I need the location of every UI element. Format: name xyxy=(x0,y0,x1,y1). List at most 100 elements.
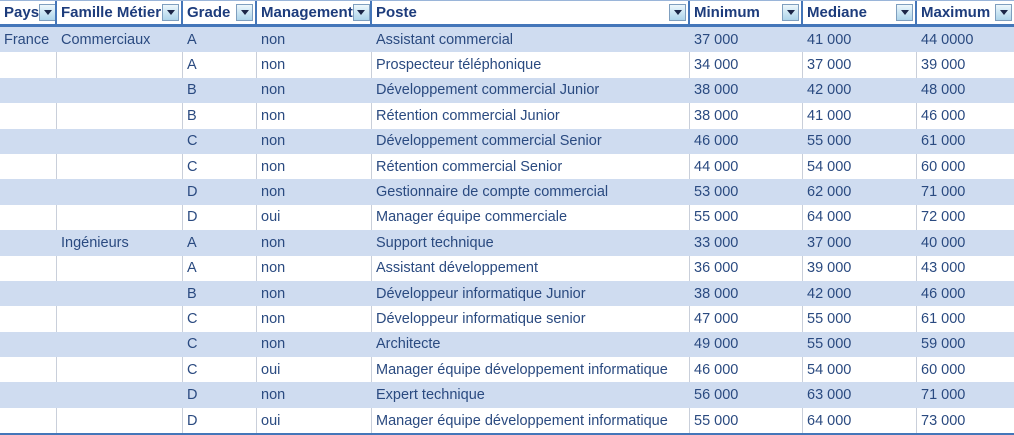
cell-management[interactable]: non xyxy=(261,387,286,404)
cell-pays[interactable] xyxy=(0,332,57,357)
cell-management[interactable]: oui xyxy=(257,357,372,383)
cell-maximum[interactable]: 46 000 xyxy=(921,285,966,302)
cell-management[interactable]: non xyxy=(257,255,372,281)
cell-minimum[interactable]: 55 000 xyxy=(690,204,803,231)
filter-button-grade[interactable] xyxy=(236,4,253,21)
cell-maximum[interactable]: 71 000 xyxy=(921,184,966,201)
cell-famille-metier[interactable] xyxy=(57,129,183,154)
cell-minimum[interactable]: 53 000 xyxy=(694,184,739,201)
cell-mediane[interactable]: 54 000 xyxy=(803,153,917,180)
cell-famille-metier[interactable]: Ingénieurs xyxy=(61,234,129,251)
cell-management[interactable]: non xyxy=(257,306,372,332)
column-header-pays[interactable]: Pays xyxy=(0,1,57,24)
cell-maximum[interactable]: 61 000 xyxy=(921,133,966,150)
cell-minimum[interactable]: 37 000 xyxy=(694,31,739,48)
cell-management[interactable]: oui xyxy=(257,204,372,231)
column-header-grade[interactable]: Grade xyxy=(183,1,257,24)
cell-management[interactable]: non xyxy=(261,82,286,99)
cell-grade[interactable]: B xyxy=(187,82,197,99)
cell-grade[interactable]: D xyxy=(187,387,198,404)
cell-management[interactable]: non xyxy=(261,31,286,48)
cell-grade[interactable]: C xyxy=(187,133,198,150)
cell-famille-metier[interactable] xyxy=(57,179,183,204)
cell-maximum[interactable]: 46 000 xyxy=(921,107,966,124)
cell-mediane[interactable]: 39 000 xyxy=(803,255,917,281)
cell-minimum[interactable]: 36 000 xyxy=(690,255,803,281)
cell-famille-metier[interactable] xyxy=(57,255,183,281)
cell-mediane[interactable]: 37 000 xyxy=(803,52,917,78)
cell-poste[interactable]: Manager équipe développement informatiqu… xyxy=(372,357,690,383)
cell-management[interactable]: non xyxy=(261,234,286,251)
cell-mediane[interactable]: 55 000 xyxy=(807,133,852,150)
cell-management[interactable]: non xyxy=(257,52,372,78)
cell-minimum[interactable]: 46 000 xyxy=(690,357,803,383)
filter-button-famille-metier[interactable] xyxy=(162,4,179,21)
cell-maximum[interactable]: 71 000 xyxy=(921,387,966,404)
cell-famille-metier[interactable] xyxy=(57,52,183,78)
cell-pays[interactable] xyxy=(0,407,57,434)
cell-famille-metier[interactable] xyxy=(57,357,183,383)
cell-pays[interactable] xyxy=(0,382,57,407)
cell-management[interactable]: non xyxy=(261,336,286,353)
cell-grade[interactable]: C xyxy=(183,153,257,180)
cell-grade[interactable]: C xyxy=(183,357,257,383)
cell-maximum[interactable]: 60 000 xyxy=(921,158,966,175)
cell-grade[interactable]: C xyxy=(183,306,257,332)
cell-famille-metier[interactable] xyxy=(57,332,183,357)
cell-grade[interactable]: A xyxy=(187,31,197,48)
cell-minimum[interactable]: 38 000 xyxy=(690,103,803,129)
cell-poste[interactable]: Assistant développement xyxy=(372,255,690,281)
cell-pays[interactable] xyxy=(0,281,57,306)
cell-minimum[interactable]: 46 000 xyxy=(694,133,739,150)
cell-pays[interactable] xyxy=(0,306,57,332)
cell-pays[interactable] xyxy=(0,204,57,231)
cell-mediane[interactable]: 41 000 xyxy=(803,103,917,129)
cell-mediane[interactable]: 55 000 xyxy=(803,306,917,332)
column-header-minimum[interactable]: Minimum xyxy=(690,1,803,24)
cell-poste[interactable]: Développement commercial Junior xyxy=(376,82,600,99)
cell-management[interactable]: oui xyxy=(257,407,372,434)
cell-mediane[interactable]: 42 000 xyxy=(807,285,852,302)
cell-mediane[interactable]: 54 000 xyxy=(803,357,917,383)
column-header-famille-metier[interactable]: Famille Métier xyxy=(57,1,183,24)
cell-poste[interactable]: Prospecteur téléphonique xyxy=(372,52,690,78)
column-header-management[interactable]: Management xyxy=(257,1,372,24)
filter-button-minimum[interactable] xyxy=(782,4,799,21)
cell-famille-metier[interactable] xyxy=(57,281,183,306)
cell-minimum[interactable]: 55 000 xyxy=(690,407,803,434)
cell-grade[interactable]: D xyxy=(183,204,257,231)
column-header-maximum[interactable]: Maximum xyxy=(917,1,1014,24)
cell-poste[interactable]: Rétention commercial Senior xyxy=(372,153,690,180)
cell-famille-metier[interactable] xyxy=(57,382,183,407)
filter-button-pays[interactable] xyxy=(39,4,55,21)
cell-grade[interactable]: B xyxy=(183,103,257,129)
cell-minimum[interactable]: 38 000 xyxy=(694,82,739,99)
cell-pays[interactable] xyxy=(0,78,57,103)
cell-management[interactable]: non xyxy=(261,133,286,150)
cell-maximum[interactable]: 73 000 xyxy=(921,412,966,429)
cell-grade[interactable]: D xyxy=(183,407,257,434)
filter-button-poste[interactable] xyxy=(669,4,686,21)
cell-poste[interactable]: Développeur informatique Junior xyxy=(376,285,586,302)
cell-famille-metier[interactable]: Commerciaux xyxy=(61,31,151,48)
cell-famille-metier[interactable] xyxy=(57,78,183,103)
cell-management[interactable]: non xyxy=(261,285,286,302)
cell-poste[interactable]: Assistant commercial xyxy=(376,31,513,48)
cell-mediane[interactable]: 64 000 xyxy=(803,407,917,434)
cell-minimum[interactable]: 38 000 xyxy=(694,285,739,302)
cell-management[interactable]: non xyxy=(261,184,286,201)
cell-maximum[interactable]: 39 000 xyxy=(921,57,966,74)
cell-pays[interactable] xyxy=(0,153,57,180)
cell-management[interactable]: non xyxy=(257,103,372,129)
cell-management[interactable]: non xyxy=(257,153,372,180)
cell-mediane[interactable]: 42 000 xyxy=(807,82,852,99)
cell-pays[interactable] xyxy=(0,255,57,281)
cell-maximum[interactable]: 72 000 xyxy=(921,209,966,226)
cell-poste[interactable]: Développement commercial Senior xyxy=(376,133,602,150)
cell-pays[interactable] xyxy=(0,179,57,204)
cell-maximum[interactable]: 48 000 xyxy=(921,82,966,99)
cell-mediane[interactable]: 62 000 xyxy=(807,184,852,201)
filter-button-maximum[interactable] xyxy=(995,4,1012,21)
filter-button-mediane[interactable] xyxy=(896,4,913,21)
cell-mediane[interactable]: 64 000 xyxy=(803,204,917,231)
